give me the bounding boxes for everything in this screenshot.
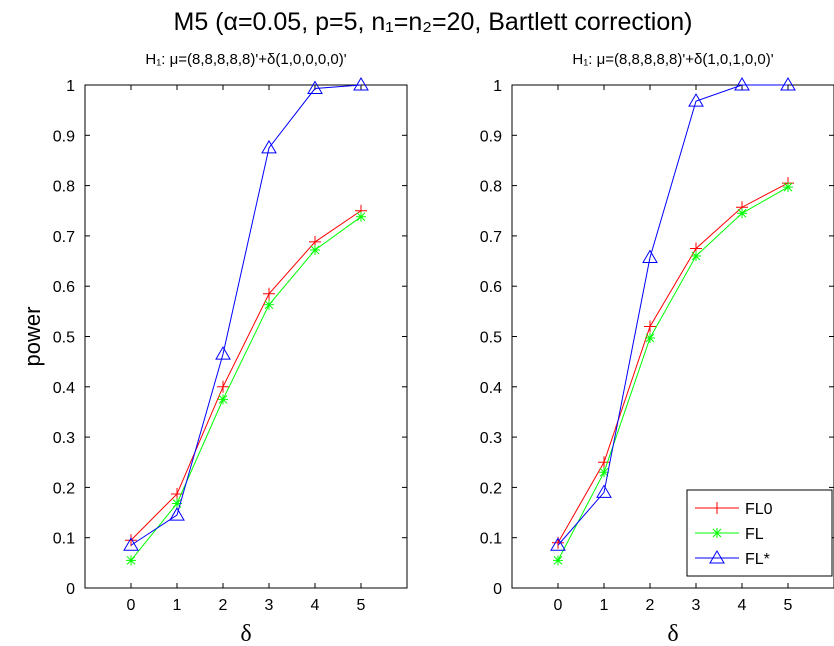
data-point [642,249,658,264]
data-point [644,320,656,333]
x-tick-label: 1 [600,597,609,614]
data-point [598,456,610,469]
y-tick-label: 0.7 [53,229,75,246]
data-point [217,380,229,393]
data-point [218,394,228,405]
data-point [553,555,563,566]
x-tick-label: 0 [127,597,136,614]
legend-label: FL [745,526,764,543]
figure-title: M5 (α=0.05, p=5, n₁=n₂=20, Bartlett corr… [174,8,693,36]
y-tick-label: 0.2 [53,480,75,497]
y-tick-label: 0.4 [480,380,502,397]
data-point [596,484,612,498]
data-point [550,537,566,551]
legend-entry: FL* [695,550,770,568]
x-tick-label: 3 [692,597,701,614]
y-axis-label: power [20,307,45,367]
data-point [737,208,747,219]
series-line [130,216,362,561]
data-point [261,139,277,154]
data-point [780,77,796,91]
plot-frame [84,84,408,589]
y-tick-label: 0.1 [53,531,75,548]
data-point [353,77,369,91]
y-tick-label: 0.2 [480,480,502,497]
y-tick-label: 0.6 [53,279,75,296]
y-tick-label: 0.8 [53,179,75,196]
series-line [130,210,362,541]
x-tick-label: 2 [219,597,228,614]
data-point [126,555,136,566]
series-line [557,84,788,546]
data-point [125,534,137,547]
y-tick-label: 0.9 [53,128,75,145]
data-point [691,251,701,262]
y-tick-label: 0.7 [480,229,502,246]
x-tick-label: 3 [265,597,274,614]
data-point [169,507,185,521]
subplot-title: H₁: μ=(8,8,8,8,8)'+δ(1,0,0,0,0)' [145,51,346,68]
subplot-title: H₁: μ=(8,8,8,8,8)'+δ(1,0,1,0,0)' [572,51,773,68]
x-tick-label: 4 [738,597,747,614]
data-point [356,211,366,222]
y-tick-label: 0.1 [480,531,502,548]
series-fl [553,182,793,566]
y-tick-label: 0.8 [480,179,502,196]
x-tick-label: 0 [554,597,563,614]
data-point [645,333,655,344]
legend-label: FL0 [745,501,773,518]
y-tick-label: 0.3 [53,430,75,447]
y-tick-label: 0.5 [480,330,502,347]
x-tick-label: 2 [646,597,655,614]
y-tick-label: 1 [66,78,75,95]
y-tick-label: 0.6 [480,279,502,296]
legend-marker [712,528,722,538]
panel-2: 0 0.1 0.2 0.3 0.4 0.5 0.6 0.7 0.8 0.9 1 0 1 2 3 4 5 H₁: μ… [480,51,834,646]
y-tick-label: 0.5 [53,330,75,347]
x-axis-label: δ [240,621,251,646]
series-line [557,182,789,543]
legend-marker [711,502,723,514]
data-point [783,182,793,193]
series-fl [126,211,366,566]
data-point [688,93,704,107]
data-point [264,299,274,310]
series-fl-star [550,77,796,551]
series-line [557,186,789,561]
y-tick-label: 1 [493,78,502,95]
data-point [263,287,275,300]
legend-marker [709,550,725,564]
data-point [307,80,323,95]
data-point [310,244,320,255]
y-tick-label: 0 [66,581,75,598]
y-tick-label: 0.3 [480,430,502,447]
data-point [123,537,139,551]
series-line [130,84,362,546]
data-point [215,346,231,360]
data-point [172,498,182,509]
data-point [599,467,609,478]
legend-entry: FL0 [695,501,773,518]
panel-1: 0 0.1 0.2 0.3 0.4 0.5 0.6 0.7 0.8 0.9 1 0 1 2 3 4 5 H₁: μ… [20,51,408,646]
legend-entry: FL [695,526,764,543]
legend: FL0 FL FL* [686,489,833,577]
series-fl-star [123,77,369,551]
y-tick-label: 0 [493,581,502,598]
legend-label: FL* [745,551,770,568]
x-tick-label: 5 [784,597,793,614]
x-tick-label: 4 [311,597,320,614]
x-tick-label: 1 [173,597,182,614]
data-point [734,77,750,91]
x-tick-label: 5 [357,597,366,614]
x-axis-label: δ [667,621,678,646]
y-tick-label: 0.4 [53,380,75,397]
y-tick-label: 0.9 [480,128,502,145]
